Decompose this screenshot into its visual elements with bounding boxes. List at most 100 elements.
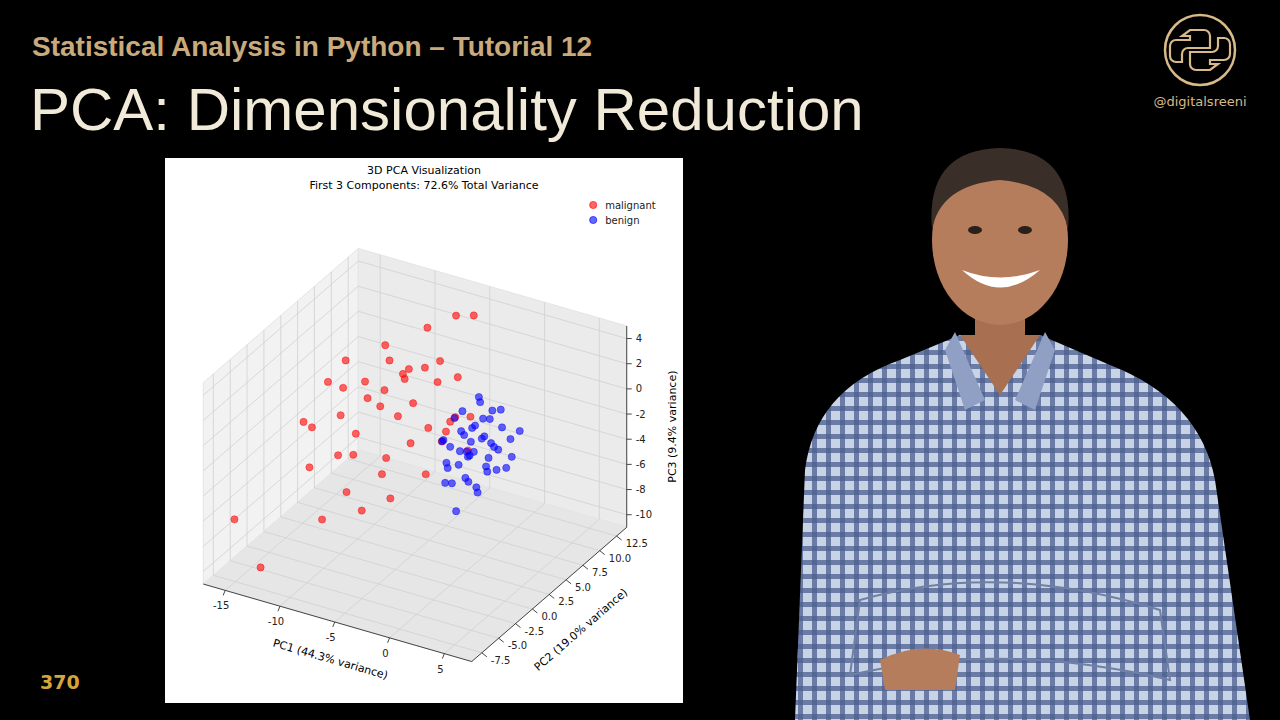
tick-mark — [627, 489, 632, 490]
grid-line — [358, 362, 626, 440]
point — [337, 412, 344, 419]
grid-line — [331, 272, 332, 473]
point — [342, 357, 349, 364]
point — [462, 474, 469, 481]
legend: malignantbenign — [590, 200, 656, 226]
tick-mark — [499, 638, 504, 642]
point — [451, 415, 458, 422]
grid-line — [213, 575, 481, 653]
point — [343, 489, 350, 496]
grid-line — [298, 502, 566, 579]
tick-labels: -15-10-505-7.5-5.0-2.50.02.55.07.510.012… — [213, 333, 652, 675]
tick-mark — [583, 565, 588, 569]
grid-line — [314, 286, 315, 487]
x-tick-label: 5 — [437, 664, 443, 675]
grid-line — [434, 271, 435, 472]
grid-line — [203, 362, 358, 496]
tick-mark — [566, 580, 571, 584]
point — [497, 406, 504, 413]
grid-line — [230, 561, 498, 639]
point — [486, 415, 493, 422]
tick-mark — [617, 536, 622, 540]
point — [410, 400, 417, 407]
y-tick-label: 12.5 — [626, 538, 648, 549]
grid-line — [544, 302, 545, 503]
point — [495, 446, 502, 453]
z-axis-title: PC3 (9.4% variance) — [666, 371, 679, 483]
point — [306, 464, 313, 471]
point — [442, 428, 449, 435]
grid-line — [203, 387, 358, 521]
point — [335, 452, 342, 459]
tick-mark — [549, 594, 554, 598]
point — [300, 418, 307, 425]
background — [0, 0, 1280, 720]
point — [484, 468, 491, 475]
z-tick-label: 2 — [636, 358, 642, 369]
z-tick-label: 0 — [636, 383, 642, 394]
tick-mark — [627, 439, 632, 440]
point — [324, 378, 331, 385]
tick-mark — [627, 464, 632, 465]
point — [378, 471, 385, 478]
y-tick-label: 5.0 — [575, 582, 591, 593]
y-axis-line — [472, 527, 627, 661]
grid-line — [230, 359, 231, 560]
x-tick-label: -15 — [213, 600, 229, 611]
point — [319, 516, 326, 523]
point — [507, 435, 514, 442]
x-tick-label: 0 — [382, 648, 388, 659]
grid-line — [203, 286, 358, 420]
point — [503, 464, 510, 471]
point — [350, 451, 357, 458]
y-tick-label: 2.5 — [558, 596, 574, 607]
grid-line — [358, 311, 626, 389]
x-tick-label: -5 — [326, 632, 336, 643]
point — [436, 357, 443, 364]
tick-mark — [532, 609, 537, 613]
point — [467, 438, 474, 445]
point — [448, 480, 455, 487]
point — [474, 489, 481, 496]
grid — [203, 255, 626, 654]
grid-line — [314, 488, 582, 565]
tick-mark — [627, 338, 632, 339]
grid-line — [358, 437, 626, 515]
point — [498, 424, 505, 431]
z-tick-label: 4 — [636, 333, 642, 344]
legend-marker — [590, 201, 597, 208]
panes — [203, 248, 626, 661]
point — [456, 448, 463, 455]
logo-ring — [1165, 15, 1235, 85]
point — [481, 433, 488, 440]
point — [383, 454, 390, 461]
point — [485, 454, 492, 461]
point — [308, 424, 315, 431]
grid-line — [358, 261, 626, 339]
smile — [962, 270, 1040, 288]
grid-line — [358, 387, 626, 465]
point — [470, 448, 477, 455]
grid-line — [263, 330, 264, 531]
grid-line — [203, 261, 358, 395]
hand — [880, 649, 960, 690]
point — [454, 374, 461, 381]
episode-number: 370 — [40, 671, 80, 693]
grid-line — [358, 286, 626, 364]
grid-line — [280, 316, 281, 517]
z-tick-label: -8 — [636, 484, 646, 495]
y-axis-title: PC2 (19.0% variance) — [532, 586, 631, 674]
tick-mark — [516, 624, 521, 628]
point — [455, 461, 462, 468]
grid-line — [203, 311, 358, 445]
z-tick-label: -2 — [636, 409, 646, 420]
point — [459, 408, 466, 415]
grid-line — [203, 412, 358, 546]
point — [358, 507, 365, 514]
point — [475, 393, 482, 400]
point — [479, 415, 486, 422]
x-axis-title: PC1 (44.3% variance) — [271, 637, 389, 683]
point — [405, 365, 412, 372]
legend-marker — [590, 216, 597, 223]
y-tick-label: 10.0 — [609, 553, 631, 564]
